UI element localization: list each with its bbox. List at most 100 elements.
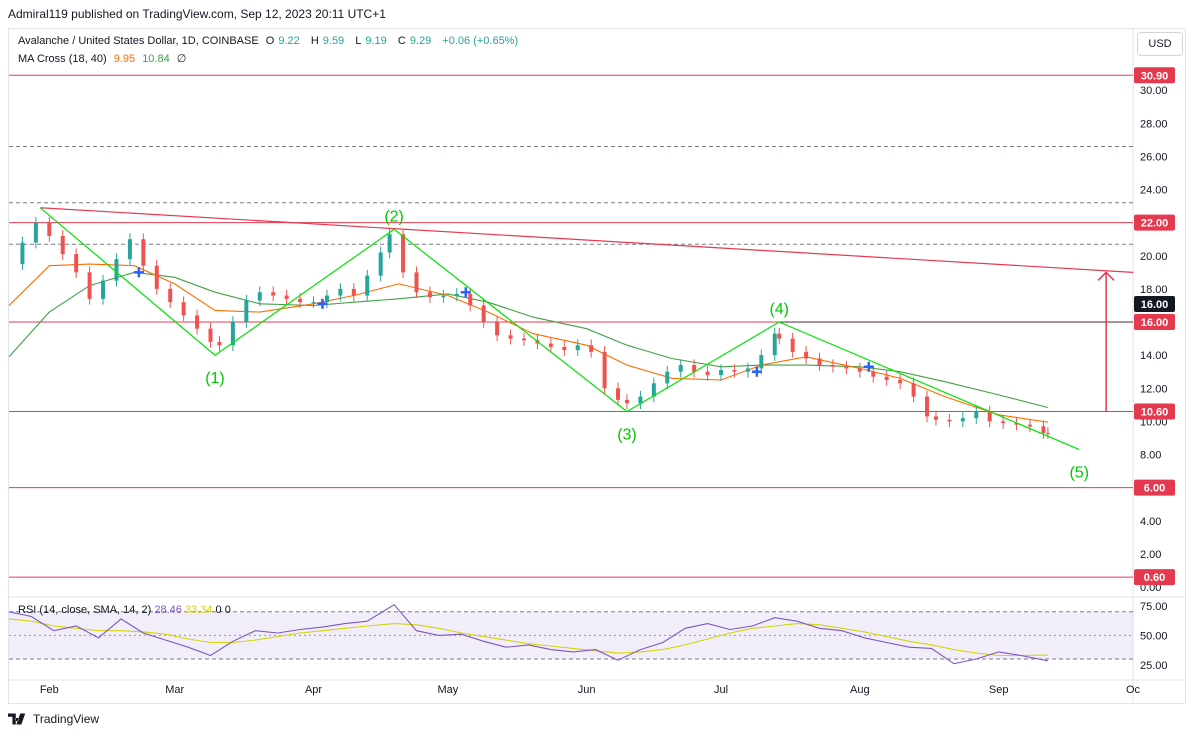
candle-body	[1001, 421, 1006, 424]
candle-body	[284, 295, 289, 299]
open-value: 9.22	[278, 35, 300, 47]
wave-label: (4)	[769, 301, 789, 318]
candle-body	[790, 338, 795, 352]
y-tick-label: 30.00	[1140, 85, 1168, 97]
candle-body	[624, 399, 629, 404]
candle-body	[87, 272, 92, 299]
ma-label: MA Cross (18, 40)	[18, 53, 107, 65]
close-field: C 9.29	[398, 35, 435, 47]
candle-body	[844, 366, 849, 369]
candle-body	[60, 235, 65, 255]
candle-body	[311, 302, 316, 304]
level-price-tag	[1134, 403, 1175, 420]
candle-body	[324, 295, 329, 303]
ma-legend: MA Cross (18, 40) 9.95 10.84 ∅	[18, 52, 190, 65]
y-tick-label: 28.00	[1140, 118, 1168, 130]
candle-body	[548, 343, 553, 347]
candle-body	[871, 371, 876, 377]
candle-body	[168, 288, 173, 303]
x-tick-label: Oc	[1126, 684, 1141, 696]
y-tick-label: 14.00	[1140, 350, 1168, 362]
change-value: +0.06 (+0.65%)	[442, 35, 519, 47]
y-tick-label: 8.00	[1140, 450, 1161, 462]
rsi-zero-1: 0	[215, 604, 222, 616]
candle-body	[271, 292, 276, 296]
x-tick-label: May	[437, 684, 458, 696]
candle-body	[616, 388, 621, 400]
candle-body	[154, 265, 159, 289]
candle-body	[454, 293, 459, 296]
level-price-label: 6.00	[1144, 483, 1165, 495]
candle-body	[898, 380, 903, 384]
candle-body	[495, 322, 500, 336]
candle-body	[387, 234, 392, 253]
candle-body	[378, 252, 383, 276]
highlight-price-label: 16.00	[1141, 299, 1169, 311]
candle-body	[947, 419, 952, 422]
low-label: L	[355, 35, 362, 47]
open-field: O 9.22	[266, 35, 304, 47]
currency-button[interactable]: USD	[1137, 32, 1183, 56]
y-tick-label: 4.00	[1140, 516, 1161, 528]
publish-header: Admiral119 published on TradingView.com,…	[0, 0, 1195, 28]
candle-body	[1045, 433, 1050, 434]
candle-body	[481, 305, 486, 323]
candle-body	[575, 345, 580, 351]
candle-body	[365, 275, 370, 296]
candle-body	[521, 338, 526, 341]
candle-body	[911, 383, 916, 397]
rsi-legend: RSI (14, close, SMA, 14, 2) 28.46 33.34 …	[18, 604, 231, 616]
candle-body	[933, 416, 938, 420]
close-label: C	[397, 35, 406, 47]
candle-body	[857, 368, 862, 372]
level-price-tag	[1134, 214, 1175, 231]
candle-body	[562, 346, 567, 351]
candle-body	[114, 259, 119, 281]
candle-body	[230, 322, 235, 346]
rsi-y-tick-label: 25.00	[1140, 660, 1168, 672]
level-price-tag	[1134, 479, 1175, 496]
candle-body	[33, 222, 38, 243]
candle-body	[351, 288, 356, 296]
highlight-price-tag	[1134, 296, 1175, 313]
x-tick-label: Mar	[165, 684, 184, 696]
candle-body	[678, 365, 683, 372]
elliott-wave-line	[39, 207, 1080, 451]
symbol-name: Avalanche / United States Dollar, 1D, CO…	[18, 35, 259, 47]
rsi-zero-2: 0	[224, 604, 231, 616]
x-tick-label: Apr	[305, 684, 322, 696]
candle-body	[127, 239, 132, 260]
y-tick-label: 24.00	[1140, 185, 1168, 197]
level-price-label: 0.60	[1144, 572, 1165, 584]
candle-body	[441, 295, 446, 298]
candle-body	[987, 411, 992, 422]
candle-body	[974, 411, 979, 419]
ma-slow-line	[8, 271, 1049, 409]
x-tick-label: Aug	[850, 684, 870, 696]
level-price-label: 22.00	[1141, 218, 1169, 230]
level-price-label: 16.00	[1141, 317, 1169, 329]
y-tick-label: 26.00	[1140, 151, 1168, 163]
candle-body	[101, 280, 106, 299]
candle-body	[508, 335, 513, 339]
wave-label: (3)	[617, 426, 637, 443]
candle-body	[777, 333, 782, 339]
candle-body	[257, 292, 262, 301]
tradingview-logo-icon	[8, 713, 26, 725]
y-tick-label: 2.00	[1140, 549, 1161, 561]
high-field: H 9.59	[311, 35, 348, 47]
level-price-tag	[1134, 67, 1175, 84]
candle-body	[817, 358, 822, 366]
ma-zero-value: ∅	[176, 53, 187, 65]
candle-body	[925, 396, 930, 417]
descending-trendline	[40, 207, 1134, 273]
candle-body	[217, 341, 222, 346]
high-label: H	[310, 35, 319, 47]
wave-label: (5)	[1069, 465, 1089, 482]
level-price-label: 30.90	[1141, 70, 1169, 82]
rsi-y-tick-label: 75.00	[1140, 601, 1168, 613]
low-field: L 9.19	[355, 35, 391, 47]
candle-body	[719, 370, 724, 376]
candle-body	[468, 293, 473, 306]
